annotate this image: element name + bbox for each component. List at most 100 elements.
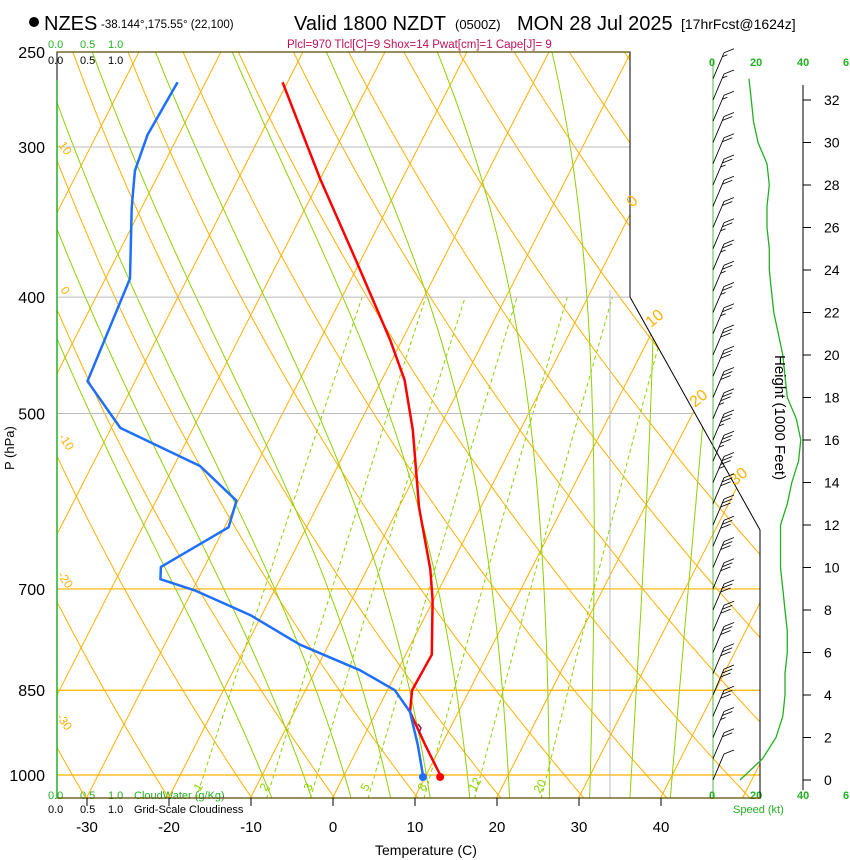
tick-label: 0.5: [80, 55, 95, 67]
wind-barb: [712, 133, 735, 164]
dry-adiabat-line: [57, 52, 174, 798]
dry-adiabat-line: [57, 52, 424, 798]
mixing-ratio-label: 5: [357, 780, 373, 793]
wind-barb: [712, 622, 735, 653]
wind-barb: [712, 430, 735, 462]
wind-barb: [712, 558, 735, 589]
wind-barb: [712, 537, 735, 568]
wind-barb: [712, 239, 735, 271]
tick-label: 0: [709, 57, 715, 69]
dry-adiabat-line: [64, 52, 508, 798]
height-tick-label: 2: [824, 730, 832, 746]
wind-barb: [712, 515, 735, 547]
y-tick-label: 850: [18, 683, 45, 700]
isotherm-label: 10: [643, 307, 668, 332]
x-tick-label: -30: [76, 819, 98, 836]
dry-adiabat-line: [57, 52, 341, 798]
wind-barb: [712, 303, 735, 334]
height-tick-label: 12: [824, 517, 840, 533]
height-tick-label: 0: [824, 772, 832, 788]
mixing-ratio-line: [472, 296, 613, 798]
height-tick-label: 18: [824, 390, 840, 406]
dry-adiabat-line: [391, 52, 760, 798]
y-axis-title: P (hPa): [2, 426, 17, 470]
isotherm-line: [57, 52, 304, 798]
moist-adiabat-line: [222, 52, 472, 798]
moist-adiabat-line: [57, 52, 276, 798]
wind-barb: [712, 728, 735, 759]
height-tick-label: 24: [824, 262, 840, 278]
wind-barb: [712, 175, 735, 207]
height-tick-label: 22: [824, 305, 840, 321]
wind-barb: [712, 69, 735, 101]
wind-barb: [712, 707, 735, 738]
isotherm-line: [496, 52, 760, 798]
dry-adiabat-line: [337, 52, 760, 798]
height-tick-label: 32: [824, 92, 840, 108]
height-tick-label: 14: [824, 475, 840, 491]
dry-adiabat-line: [119, 52, 591, 798]
dry-adiabat-line: [57, 52, 258, 798]
dry-adiabat-line: [228, 52, 758, 798]
isotherm-line: [250, 52, 632, 798]
wind-barb: [712, 112, 735, 143]
mixing-ratio-line: [539, 296, 673, 798]
x-tick-label: -20: [158, 819, 180, 836]
isotherm-label: 20: [687, 387, 712, 412]
temperature-line: [281, 81, 442, 776]
isotherm-label: 30: [727, 465, 752, 490]
tick-label: 1.0: [108, 55, 123, 67]
surface-temperature-marker: [436, 773, 445, 781]
wind-barb: [712, 600, 735, 632]
forecast-info: [17hrFcst@1624z]: [681, 16, 796, 32]
tick-label: 0.0: [48, 39, 63, 51]
wind-speed-line: [739, 78, 802, 781]
cloudwater-scale-bottom: 0.0 0.5 1.0 CloudWater (g/Kg) 0.0 0.5 1.…: [48, 790, 244, 816]
mixing-ratio-label: 3: [300, 780, 316, 793]
dry-adiabat-line: [0, 31, 7, 806]
x-tick-label: -10: [240, 819, 262, 836]
mixing-ratio-line: [365, 296, 518, 798]
moist-adiabat-line: [428, 52, 551, 798]
y-tick-label: 700: [18, 582, 45, 599]
isotherm-line: [578, 52, 760, 798]
lcl-marker: [417, 723, 422, 734]
tick-label: 6: [843, 57, 849, 69]
tick-label: 0.0: [48, 804, 63, 816]
cloudiness-label: Grid-Scale Cloudiness: [134, 804, 244, 816]
moist-adiabat-line: [57, 52, 315, 798]
tick-label: 0.5: [80, 39, 95, 51]
height-tick-label: 6: [824, 645, 832, 661]
station-id: NZES: [44, 13, 97, 35]
tick-label: 0.0: [48, 790, 63, 802]
mixing-ratio-label: 12: [465, 775, 484, 794]
height-tick-label: 10: [824, 560, 840, 576]
tick-label: 20: [750, 57, 762, 69]
x-tick-label: 0: [329, 819, 337, 836]
isotherm-label: 0: [624, 192, 642, 211]
y-tick-label: 1000: [9, 768, 45, 785]
height-tick-label: 30: [824, 135, 840, 151]
speed-axis-label: Speed (kt): [733, 804, 784, 816]
isotherm-line: [742, 52, 760, 798]
isotherm-label: -10: [56, 431, 78, 454]
wind-barb: [712, 367, 735, 398]
tick-label: 1.0: [108, 39, 123, 51]
wind-barb: [712, 260, 735, 292]
station-coords: -38.144°,175.55° (22,100): [101, 19, 234, 31]
valid-time: Valid 1800 NZDT: [294, 13, 446, 35]
isotherm-label: 0: [58, 284, 73, 298]
mixing-ratio-label: 2: [256, 780, 272, 793]
moist-adiabat-line: [57, 52, 354, 798]
tick-label: 1.0: [108, 790, 123, 802]
wind-barb: [712, 749, 735, 781]
dry-adiabat-line: [446, 52, 760, 798]
wind-barb: [712, 324, 735, 356]
isotherm-line: [57, 52, 222, 798]
wind-barb: [712, 218, 735, 249]
wind-barb: [712, 90, 735, 122]
utc-time: (0500Z): [455, 17, 501, 32]
wind-barb: [712, 388, 735, 419]
